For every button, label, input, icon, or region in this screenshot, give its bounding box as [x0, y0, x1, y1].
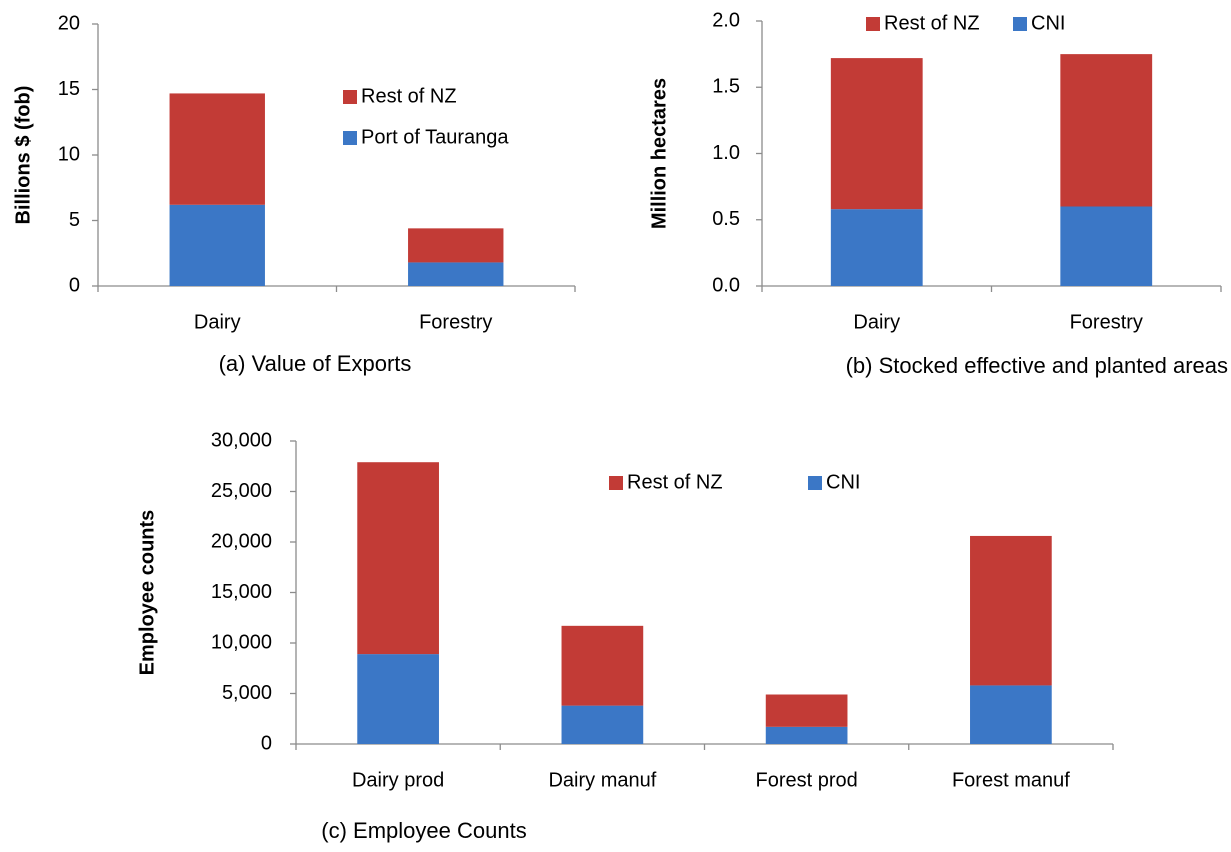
caption: (b) Stocked effective and planted areas [846, 353, 1228, 378]
caption: (c) Employee Counts [321, 818, 526, 843]
bar-segment [408, 228, 504, 263]
y-tick-label: 25,000 [211, 480, 272, 502]
x-tick-label: Forest prod [755, 769, 857, 791]
y-axis-label: Employee counts [136, 510, 158, 676]
bar-segment [970, 685, 1052, 744]
bar-segment [169, 93, 265, 205]
y-tick-label: 1.5 [712, 76, 740, 98]
y-axis-label: Million hectares [648, 78, 670, 229]
bar-segment [1060, 206, 1153, 286]
bar-segment [765, 726, 848, 744]
y-tick-label: 5 [69, 209, 80, 231]
bar-segment [1060, 54, 1153, 207]
y-tick-label: 0.5 [712, 208, 740, 230]
x-tick-label: Dairy manuf [548, 769, 656, 791]
legend-swatch [609, 476, 623, 490]
bar-segment [830, 58, 923, 210]
x-tick-label: Forestry [419, 311, 492, 333]
bar-segment [169, 204, 265, 286]
bar-segment [357, 654, 439, 744]
legend-label: CNI [1031, 12, 1065, 34]
legend-swatch [343, 131, 357, 145]
x-tick-label: Dairy [853, 311, 900, 333]
legend-label: CNI [826, 471, 860, 493]
x-tick-label: Forestry [1070, 311, 1143, 333]
bar-segment [970, 535, 1052, 686]
x-tick-label: Dairy prod [352, 769, 444, 791]
bar-segment [561, 625, 644, 706]
bar-segment [765, 694, 848, 727]
legend-label: Port of Tauranga [361, 126, 509, 148]
legend-swatch [343, 90, 357, 104]
y-tick-label: 5,000 [222, 682, 272, 704]
legend-swatch [866, 17, 880, 31]
y-tick-label: 20,000 [211, 530, 272, 552]
bar-segment [561, 705, 644, 744]
y-tick-label: 30,000 [211, 429, 272, 451]
caption: (a) Value of Exports [219, 351, 412, 376]
legend-label: Rest of NZ [884, 12, 980, 34]
y-tick-label: 0.0 [712, 274, 740, 296]
bar-segment [408, 262, 504, 286]
y-tick-label: 1.0 [712, 142, 740, 164]
x-tick-label: Forest manuf [952, 769, 1070, 791]
legend-label: Rest of NZ [361, 85, 457, 107]
y-tick-label: 20 [58, 12, 80, 34]
x-tick-label: Dairy [194, 311, 241, 333]
y-tick-label: 0 [261, 732, 272, 754]
y-tick-label: 15,000 [211, 581, 272, 603]
y-axis-label: Billions $ (fob) [12, 86, 34, 225]
legend-label: Rest of NZ [627, 471, 723, 493]
y-tick-label: 0 [69, 274, 80, 296]
legend-swatch [808, 476, 822, 490]
bar-segment [357, 462, 439, 655]
y-tick-label: 15 [58, 78, 80, 100]
bar-segment [830, 209, 923, 286]
y-tick-label: 10,000 [211, 631, 272, 653]
y-tick-label: 10 [58, 143, 80, 165]
y-tick-label: 2.0 [712, 9, 740, 31]
legend-swatch [1013, 17, 1027, 31]
